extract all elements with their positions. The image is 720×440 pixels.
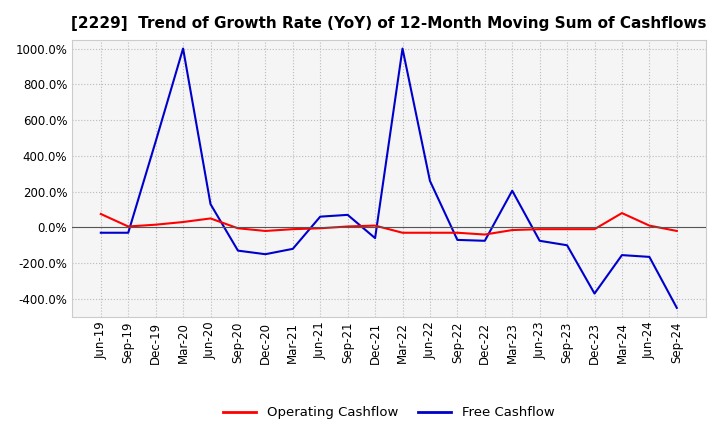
Operating Cashflow — [343, 224, 352, 229]
Free Cashflow — [124, 230, 132, 235]
Free Cashflow — [536, 238, 544, 243]
Operating Cashflow — [563, 227, 572, 232]
Legend: Operating Cashflow, Free Cashflow: Operating Cashflow, Free Cashflow — [218, 401, 559, 425]
Operating Cashflow — [206, 216, 215, 221]
Operating Cashflow — [536, 227, 544, 232]
Free Cashflow — [480, 238, 489, 243]
Free Cashflow — [618, 253, 626, 258]
Free Cashflow — [508, 188, 516, 193]
Operating Cashflow — [124, 224, 132, 229]
Operating Cashflow — [645, 223, 654, 228]
Operating Cashflow — [151, 222, 160, 227]
Free Cashflow — [289, 246, 297, 252]
Operating Cashflow — [96, 211, 105, 216]
Free Cashflow — [453, 237, 462, 242]
Operating Cashflow — [316, 226, 325, 231]
Operating Cashflow — [508, 227, 516, 233]
Free Cashflow — [316, 214, 325, 219]
Free Cashflow — [371, 235, 379, 241]
Free Cashflow — [151, 139, 160, 144]
Operating Cashflow — [618, 210, 626, 216]
Free Cashflow — [563, 242, 572, 248]
Operating Cashflow — [480, 232, 489, 237]
Free Cashflow — [96, 230, 105, 235]
Operating Cashflow — [398, 230, 407, 235]
Free Cashflow — [426, 178, 434, 183]
Title: [2229]  Trend of Growth Rate (YoY) of 12-Month Moving Sum of Cashflows: [2229] Trend of Growth Rate (YoY) of 12-… — [71, 16, 706, 32]
Operating Cashflow — [426, 230, 434, 235]
Operating Cashflow — [672, 228, 681, 234]
Operating Cashflow — [371, 223, 379, 228]
Operating Cashflow — [233, 226, 242, 231]
Free Cashflow — [206, 202, 215, 207]
Free Cashflow — [645, 254, 654, 260]
Free Cashflow — [343, 212, 352, 217]
Free Cashflow — [590, 291, 599, 296]
Operating Cashflow — [179, 220, 187, 225]
Free Cashflow — [261, 252, 270, 257]
Free Cashflow — [233, 248, 242, 253]
Operating Cashflow — [289, 227, 297, 232]
Line: Operating Cashflow: Operating Cashflow — [101, 213, 677, 235]
Operating Cashflow — [453, 230, 462, 235]
Free Cashflow — [672, 305, 681, 311]
Operating Cashflow — [590, 227, 599, 232]
Operating Cashflow — [261, 228, 270, 234]
Line: Free Cashflow: Free Cashflow — [101, 48, 677, 308]
Free Cashflow — [398, 46, 407, 51]
Free Cashflow — [179, 46, 187, 51]
